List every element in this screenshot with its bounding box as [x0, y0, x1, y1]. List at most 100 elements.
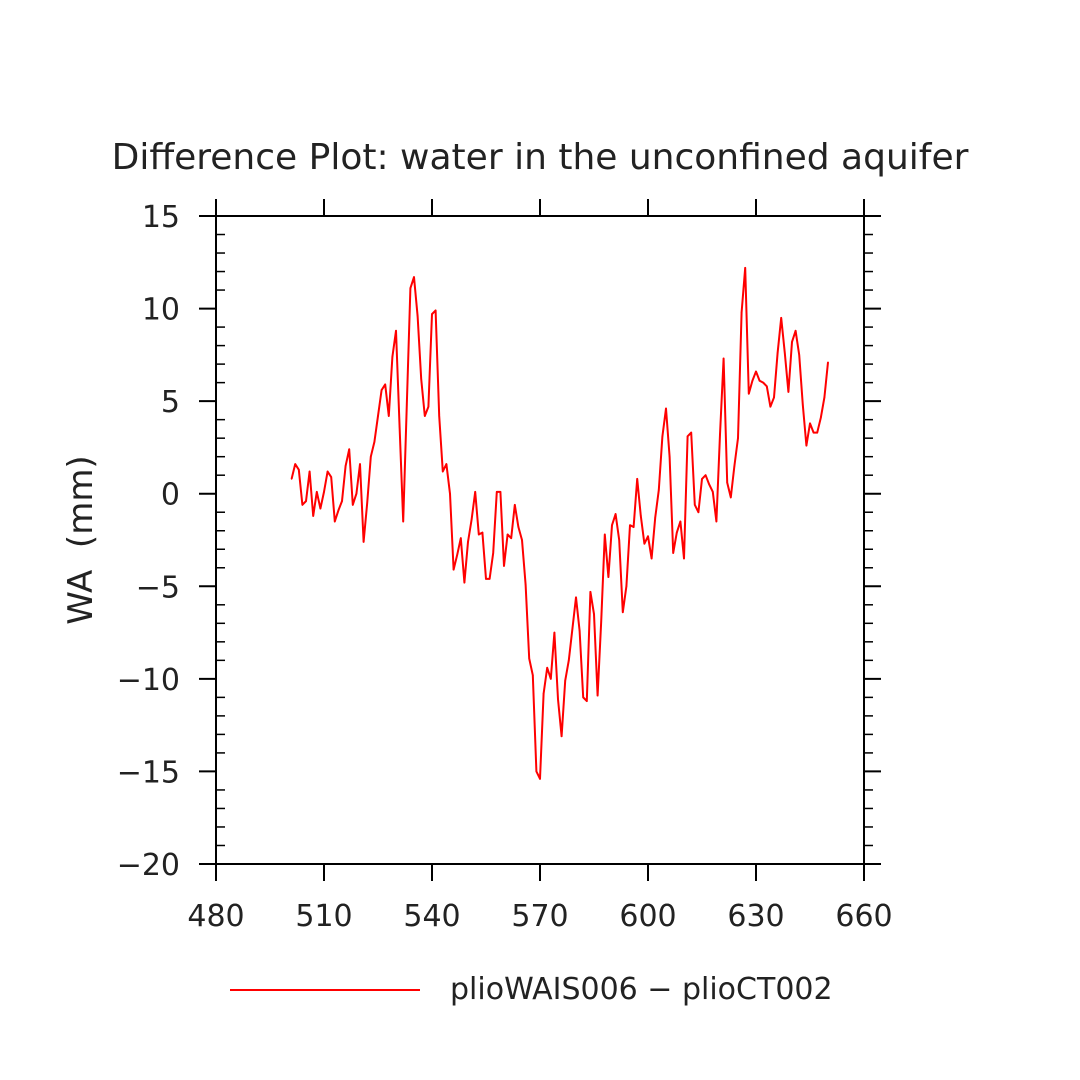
data-point — [499, 491, 502, 493]
data-point — [805, 444, 808, 447]
data-point — [467, 541, 469, 543]
data-point — [625, 585, 628, 588]
data-point — [524, 583, 527, 586]
data-point — [701, 478, 703, 480]
plot-frame — [215, 215, 865, 865]
data-point — [708, 483, 710, 486]
data-point — [611, 524, 613, 526]
data-point — [730, 496, 732, 499]
data-point — [334, 520, 336, 523]
data-point — [348, 448, 351, 451]
data-point — [503, 565, 505, 567]
data-point — [384, 383, 387, 386]
data-point — [650, 557, 653, 560]
data-point — [809, 422, 811, 425]
data-point — [557, 698, 559, 701]
data-point — [578, 629, 581, 632]
y-tick-label: −20 — [117, 848, 180, 883]
x-tick-label: 480 — [187, 899, 244, 934]
data-point — [640, 515, 642, 517]
data-point — [719, 433, 721, 436]
data-point — [820, 417, 822, 419]
data-point — [604, 533, 606, 536]
data-point — [362, 541, 365, 543]
data-point — [431, 313, 433, 315]
data-point — [679, 520, 682, 523]
data-point — [330, 476, 333, 478]
data-point — [636, 478, 638, 480]
data-point — [456, 554, 459, 556]
data-point — [697, 511, 700, 514]
data-point — [542, 692, 545, 695]
data-point — [787, 391, 790, 393]
data-point — [751, 379, 754, 382]
y-tick-label: 10 — [142, 293, 180, 328]
data-point — [506, 533, 509, 536]
data-point — [683, 557, 685, 560]
data-point — [488, 578, 491, 580]
y-tick-label: −15 — [117, 755, 180, 790]
data-point — [420, 378, 423, 380]
data-point — [791, 341, 793, 343]
data-point — [474, 491, 477, 493]
data-point — [582, 696, 584, 699]
data-point — [377, 415, 379, 417]
data-point — [665, 407, 667, 410]
data-point — [406, 404, 408, 406]
data-point — [370, 455, 372, 458]
data-point — [740, 311, 743, 314]
series-line — [290, 266, 829, 780]
data-point — [694, 504, 696, 506]
data-point — [618, 539, 620, 541]
y-tick-label: −5 — [136, 570, 180, 605]
data-point — [571, 628, 574, 630]
data-point — [517, 526, 520, 528]
data-point — [737, 437, 739, 439]
data-point — [380, 389, 383, 391]
data-point — [658, 489, 660, 491]
data-point — [712, 491, 714, 493]
data-point — [366, 502, 369, 504]
data-point — [575, 596, 577, 599]
data-point — [301, 504, 304, 506]
data-point — [373, 441, 376, 443]
legend: plioWAIS006 − plioCT002 — [230, 972, 833, 1007]
y-tick-label: 15 — [142, 200, 180, 235]
chart-title: Difference Plot: water in the unconfined… — [112, 137, 969, 178]
data-point — [492, 552, 495, 554]
data-point — [733, 465, 736, 467]
data-point — [308, 470, 311, 473]
data-point — [560, 735, 563, 738]
data-point — [755, 370, 757, 373]
y-axis: 15 10 5 0 −5 −10 −15 −20 — [117, 200, 881, 883]
data-point — [478, 533, 480, 536]
data-point — [553, 631, 556, 634]
data-point — [413, 276, 415, 278]
data-point — [316, 491, 318, 493]
data-point — [427, 405, 430, 408]
data-point — [395, 329, 397, 332]
data-point — [762, 381, 764, 384]
data-point — [438, 415, 441, 417]
data-point — [355, 492, 358, 495]
data-point — [823, 396, 826, 399]
x-tick-label: 570 — [511, 899, 568, 934]
y-tick-label: 0 — [161, 478, 180, 513]
data-point — [643, 542, 646, 545]
data-point — [305, 500, 307, 502]
data-point — [758, 379, 761, 382]
data-point — [481, 531, 484, 534]
data-point — [715, 520, 718, 523]
data-point — [827, 361, 829, 364]
data-point — [434, 309, 437, 312]
data-point — [780, 317, 782, 319]
data-point — [744, 267, 746, 269]
data-point — [535, 770, 538, 773]
data-point — [614, 513, 617, 515]
data-point — [676, 531, 678, 534]
data-point — [319, 507, 322, 510]
data-point — [568, 659, 570, 662]
data-point — [607, 576, 610, 578]
data-point — [409, 287, 412, 290]
